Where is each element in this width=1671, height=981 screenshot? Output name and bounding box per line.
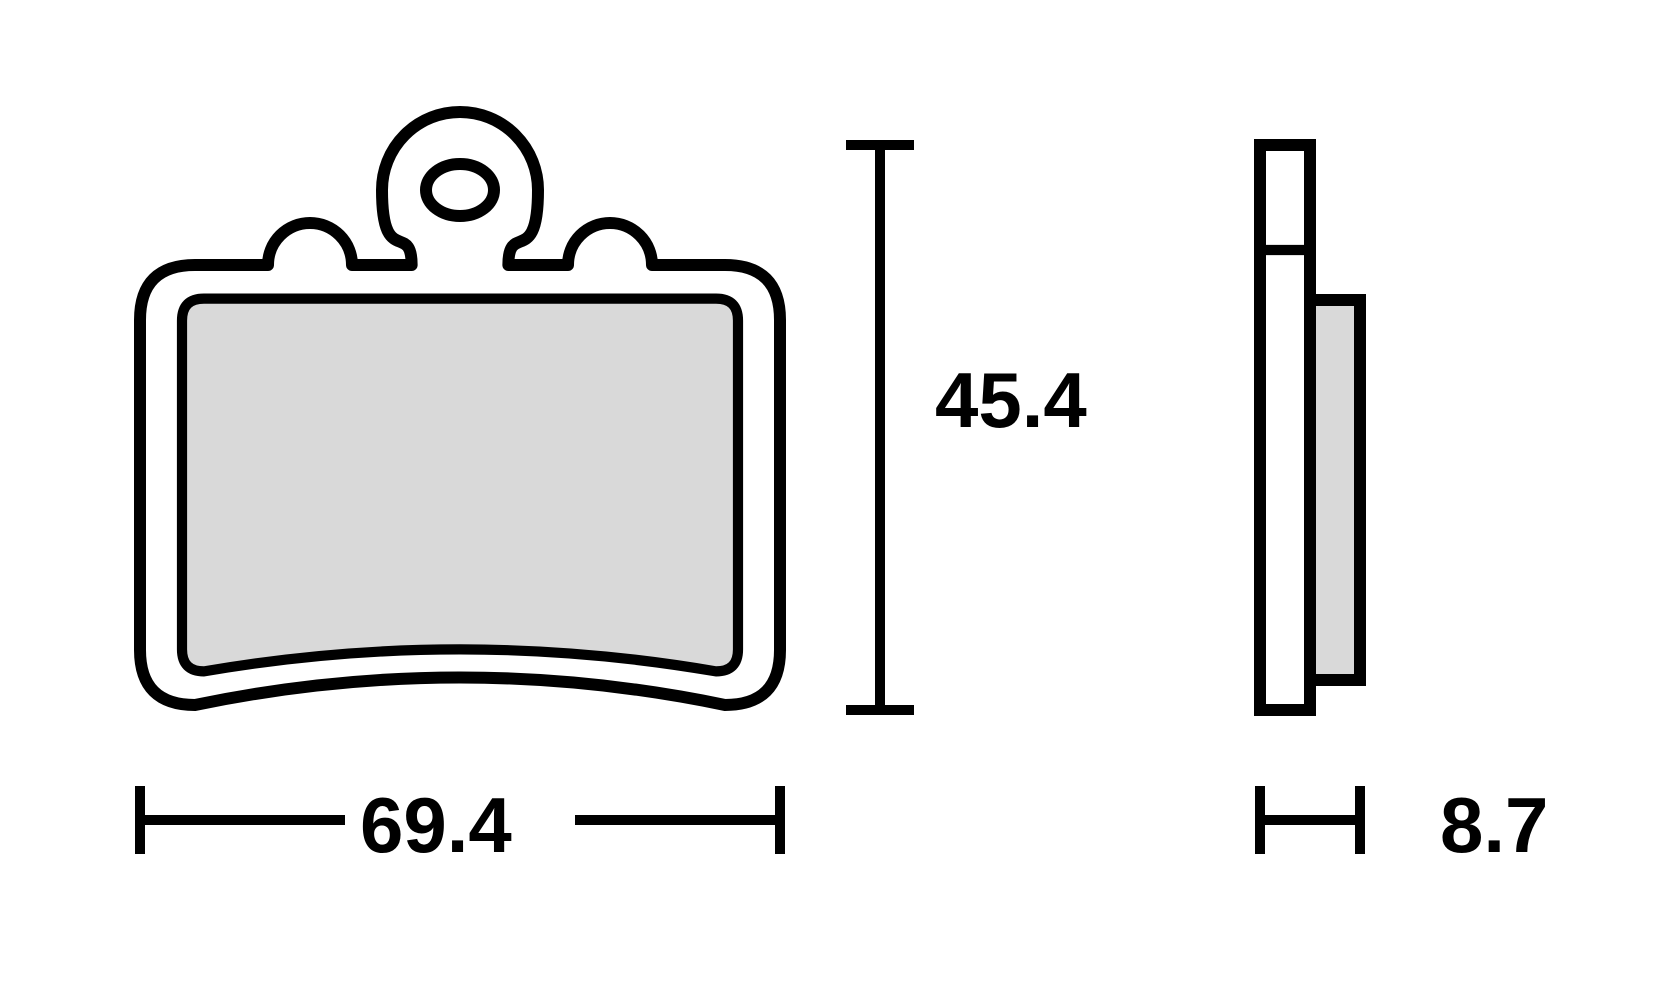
technical-drawing-svg [0, 0, 1671, 981]
height-dimension-line [846, 145, 914, 710]
side-backing-plate [1260, 145, 1310, 710]
friction-pad-front [182, 299, 738, 672]
thickness-dimension-label: 8.7 [1440, 780, 1548, 871]
mounting-hole [426, 164, 494, 216]
width-dimension-label: 69.4 [360, 780, 512, 871]
thickness-dimension-line [1260, 786, 1360, 854]
friction-pad-side [1310, 300, 1360, 680]
diagram-stage: 69.4 45.4 8.7 [0, 0, 1671, 981]
height-dimension-label: 45.4 [935, 355, 1087, 446]
